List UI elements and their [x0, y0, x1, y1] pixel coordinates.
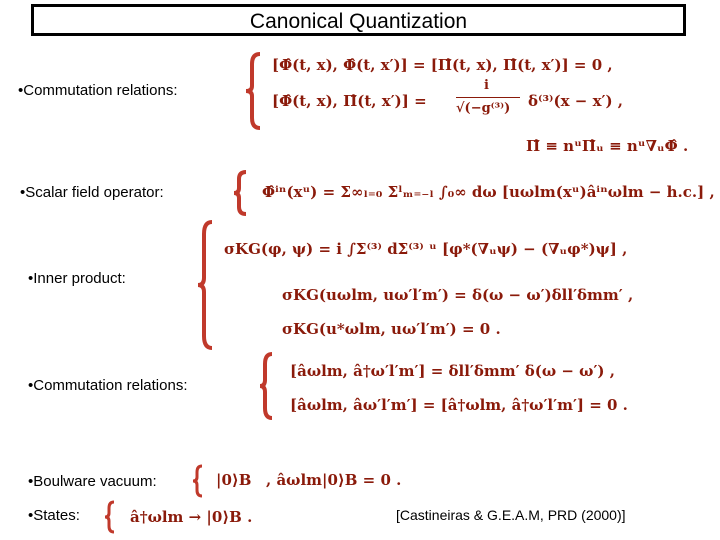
brace-commutation-2 — [258, 352, 274, 420]
fraction-bar — [456, 97, 520, 98]
inner-product-eq-1: σKG(φ, ψ) = i ∫Σ⁽³⁾ dΣ⁽³⁾ ᵘ [φ*(∇ᵤψ) − (… — [224, 240, 628, 258]
title-box: Canonical Quantization — [31, 4, 686, 36]
states-label: •States: — [28, 507, 80, 524]
citation: [Castineiras & G.E.A.M, PRD (2000)] — [396, 507, 626, 523]
states-eq: â†ωlm → |0⟩B . — [130, 508, 253, 526]
inner-product-label: •Inner product: — [28, 270, 126, 287]
boulware-vacuum-state: |0⟩B — [216, 471, 252, 489]
commutation-eq-1: [Φ̂(t, x), Φ̂(t, x′)] = [Π̂(t, x), Π̂(t,… — [272, 56, 613, 74]
commutation-eq-2-lhs: [Φ̂(t, x), Π̂(t, x′)] = — [272, 92, 427, 110]
scalar-field-label: •Scalar field operator: — [20, 184, 164, 201]
boulware-annihilation-eq: , âωlm|0⟩B = 0 . — [266, 471, 402, 489]
inner-product-eq-2: σKG(uωlm, uω′l′m′) = δ(ω − ω′)δll′δmm′ , — [282, 286, 634, 304]
page-title: Canonical Quantization — [249, 10, 468, 33]
brace-commutation-1 — [244, 52, 262, 130]
scalar-field-eq: Φ̂ⁱⁿ(xᵘ) = Σ∞ₗ₌₀ Σˡₘ₌₋ₗ ∫₀∞ dω [uωlm(xᵘ)… — [262, 183, 715, 201]
commutation-eq-2-rhs: δ⁽³⁾(x − x′) , — [528, 92, 624, 110]
commutation2-eq-1: [âωlm, â†ω′l′m′] = δll′δmm′ δ(ω − ω′) , — [290, 362, 615, 380]
commutation-eq-2-numerator: i — [484, 78, 489, 93]
commutation-relations-label-2: •Commutation relations: — [28, 377, 188, 394]
commutation-relations-label-1: •Commutation relations: — [18, 82, 178, 99]
inner-product-eq-3: σKG(u*ωlm, uω′l′m′) = 0 . — [282, 320, 501, 338]
brace-boulware — [192, 464, 204, 498]
brace-scalar-field — [232, 170, 248, 216]
brace-states — [104, 500, 116, 534]
conjugate-momentum-eq: Π̂ ≡ nᵘΠ̂ᵤ ≡ nᵘ∇ᵤΦ̂ . — [526, 137, 689, 155]
boulware-vacuum-label: •Boulware vacuum: — [28, 473, 157, 490]
commutation-eq-2-denominator: √(−g⁽³⁾) — [456, 101, 511, 116]
brace-inner-product — [196, 220, 214, 350]
commutation2-eq-2: [âωlm, âω′l′m′] = [â†ωlm, â†ω′l′m′] = 0 … — [290, 396, 628, 414]
